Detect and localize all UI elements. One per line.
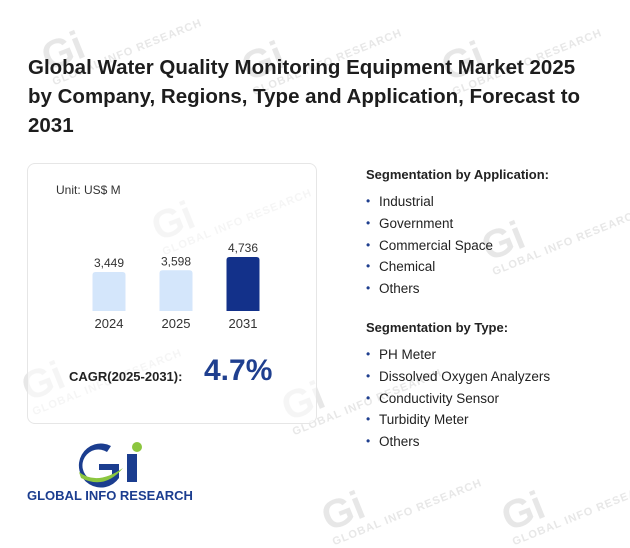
segmentation-application-list: • Industrial • Government • Commercial Space •… — [366, 191, 493, 300]
logo-i-stem — [127, 454, 137, 482]
bar-value-label: 3,598 — [161, 254, 191, 268]
bullet-icon: • — [366, 347, 371, 361]
list-item-label: Government — [379, 215, 454, 231]
list-item: • Commercial Space — [366, 235, 493, 257]
segmentation-type-title: Segmentation by Type: — [366, 320, 509, 335]
list-item: • Industrial — [366, 191, 493, 213]
x-tick-label: 2025 — [162, 316, 191, 331]
bar-chart: 3,449 2024 3,598 2025 4,736 2031 — [92, 241, 260, 331]
segmentation-type-list: • PH Meter • Dissolved Oxygen Analyzers • Con… — [366, 344, 550, 453]
list-item: • Chemical — [366, 256, 493, 278]
list-item: • Conductivity Sensor — [366, 388, 550, 410]
logo-swoosh — [79, 468, 123, 483]
list-item-label: Industrial — [379, 194, 434, 209]
list-item: • Dissolved Oxygen Analyzers — [366, 366, 550, 388]
list-item-label: Others — [379, 281, 420, 297]
segmentation-application-title: Segmentation by Application: — [366, 167, 549, 182]
bar-2024 — [92, 272, 126, 311]
bullet-icon: • — [366, 194, 371, 208]
cagr-value: 4.7% — [204, 354, 273, 387]
bullet-icon: • — [366, 237, 371, 252]
bullet-icon: • — [366, 368, 371, 383]
list-item: • Government — [366, 213, 493, 235]
page-title: Global Water Quality Monitoring Equipmen… — [28, 56, 581, 137]
bullet-icon: • — [366, 259, 371, 274]
list-item-label: Turbidity Meter — [379, 412, 469, 428]
list-item-label: PH Meter — [379, 347, 437, 362]
logo-i-dot — [132, 442, 142, 452]
bullet-icon: • — [366, 434, 371, 449]
logo-text: GLOBAL INFO RESEARCH — [27, 488, 193, 503]
list-item-label: Others — [379, 434, 420, 450]
list-item-label: Chemical — [379, 259, 436, 275]
bar-2025 — [159, 270, 193, 311]
list-item: • Others — [366, 278, 493, 300]
list-item-label: Dissolved Oxygen Analyzers — [379, 368, 551, 384]
bullet-icon: • — [366, 215, 371, 230]
bullet-icon: • — [366, 412, 371, 427]
unit-label: Unit: US$ M — [56, 183, 121, 197]
bar-2031 — [226, 257, 260, 311]
bullet-icon: • — [366, 390, 371, 405]
list-item: • Turbidity Meter — [366, 409, 550, 431]
bullet-icon: • — [366, 281, 371, 296]
chart-card: Unit: US$ M 3,449 2024 3,598 2025 4,736 2031 … — [27, 163, 317, 424]
x-tick-label: 2031 — [229, 316, 258, 331]
cagr-label: CAGR(2025-2031): — [69, 369, 183, 384]
list-item-label: Conductivity Sensor — [379, 390, 500, 406]
bar-value-label: 3,449 — [94, 256, 124, 270]
list-item: • PH Meter — [366, 344, 550, 366]
company-logo: GLOBAL INFO RESEARCH — [27, 442, 193, 503]
x-tick-label: 2024 — [95, 316, 124, 331]
logo-g-mark — [78, 443, 119, 488]
list-item: • Others — [366, 431, 550, 453]
bar-value-label: 4,736 — [228, 241, 258, 255]
list-item-label: Commercial Space — [379, 237, 494, 253]
